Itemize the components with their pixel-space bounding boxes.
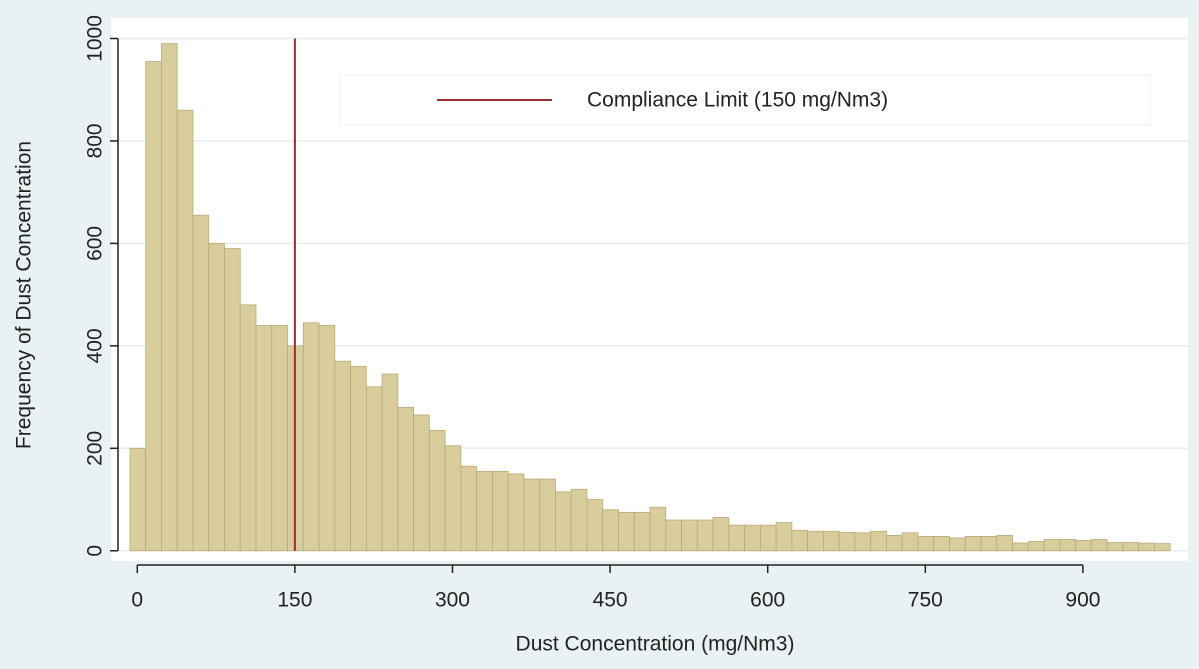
bar [1075, 540, 1092, 552]
bar [1122, 542, 1140, 552]
y-tick-label: 400 [84, 328, 107, 363]
bar [949, 537, 966, 552]
y-tick-label: 1000 [84, 15, 107, 62]
bar [381, 373, 399, 552]
bar [791, 529, 809, 552]
bar [539, 478, 556, 552]
bar [1138, 542, 1155, 552]
bar [886, 534, 903, 552]
bar [1090, 539, 1108, 552]
bar [854, 532, 872, 552]
y-tick-label: 0 [84, 545, 107, 557]
bar [413, 414, 430, 552]
bar [302, 322, 320, 552]
bar [255, 324, 273, 552]
bar [602, 509, 619, 552]
bar [870, 530, 887, 552]
bar [1027, 541, 1045, 552]
bar [460, 465, 478, 552]
x-tick-label: 750 [908, 589, 943, 612]
bar [444, 445, 462, 552]
bar [586, 499, 604, 552]
bar [696, 519, 714, 552]
bar [901, 532, 919, 552]
x-tick-label: 600 [750, 589, 785, 612]
bar [618, 511, 635, 552]
bar [822, 530, 840, 552]
bar [744, 524, 761, 552]
bar [838, 531, 856, 552]
bar [318, 324, 336, 552]
x-axis-title: Dust Concentration (mg/Nm3) [516, 633, 795, 656]
bar [145, 61, 162, 552]
bar [570, 488, 588, 552]
bars [129, 43, 1171, 552]
bar [775, 522, 793, 552]
bar [759, 524, 777, 552]
bar [1059, 539, 1076, 552]
bar [665, 519, 682, 552]
bar [492, 470, 509, 552]
bar [239, 304, 257, 552]
bar [350, 365, 367, 552]
bar [271, 324, 288, 552]
bar [1153, 543, 1171, 552]
bar [555, 491, 572, 552]
bar [633, 511, 651, 552]
legend-label: Compliance Limit (150 mg/Nm3) [587, 89, 888, 112]
x-tick-label: 900 [1065, 589, 1100, 612]
bar [712, 517, 730, 552]
bar [1043, 539, 1061, 552]
y-axis-title: Frequency of Dust Concentration [13, 141, 36, 449]
y-tick-label: 600 [84, 226, 107, 261]
x-tick-label: 300 [435, 589, 470, 612]
bar [161, 43, 178, 552]
bar [649, 506, 667, 552]
bar [208, 242, 225, 552]
bar [728, 524, 745, 552]
bar [980, 536, 998, 552]
bar [192, 214, 210, 552]
bar [428, 429, 446, 552]
bar [917, 536, 935, 552]
bar [365, 386, 383, 552]
bar [397, 406, 415, 552]
overlay: 0 200 400 600 800 1000 0 150 300 450 600 750 900 Comp… [84, 15, 1151, 612]
x-tick-label: 150 [277, 589, 312, 612]
y-tick-label: 800 [84, 123, 107, 158]
bar [129, 447, 147, 552]
bar [1012, 542, 1029, 552]
bar [507, 473, 525, 552]
bar [964, 536, 982, 552]
bar [476, 470, 493, 552]
bar [933, 536, 950, 552]
bar [334, 360, 351, 552]
x-tick-label: 0 [131, 589, 143, 612]
bar [224, 248, 241, 552]
bar [523, 478, 541, 552]
bar [681, 519, 698, 552]
bar [176, 109, 194, 552]
bar [807, 530, 824, 552]
bar [1106, 542, 1124, 552]
y-tick-label: 200 [84, 431, 107, 466]
bar [996, 534, 1013, 552]
x-tick-label: 450 [593, 589, 628, 612]
